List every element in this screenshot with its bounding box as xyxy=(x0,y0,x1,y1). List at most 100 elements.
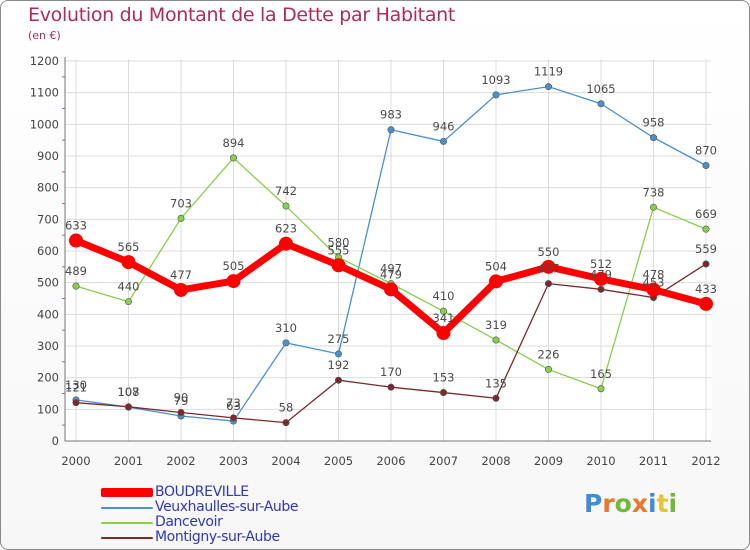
data-label: 121 xyxy=(65,381,87,395)
data-label: 633 xyxy=(65,219,87,233)
data-label: 63 xyxy=(226,399,241,413)
data-label: 433 xyxy=(695,282,717,296)
data-point xyxy=(597,100,605,108)
data-label: 90 xyxy=(174,391,189,405)
data-point xyxy=(646,282,661,297)
data-label: 623 xyxy=(275,222,297,236)
data-label: 135 xyxy=(485,376,507,390)
y-tick-label: 1000 xyxy=(30,117,59,131)
data-point xyxy=(387,383,395,391)
x-tick-label: 2004 xyxy=(271,454,300,468)
logo-letter: t xyxy=(656,489,669,518)
legend-swatch xyxy=(101,488,153,497)
y-tick-label: 900 xyxy=(37,149,59,163)
data-label: 1093 xyxy=(481,73,510,87)
data-point xyxy=(436,326,451,341)
logo-letter: P xyxy=(584,489,603,518)
data-label: 555 xyxy=(328,243,350,257)
data-label: 453 xyxy=(643,276,665,290)
data-label: 742 xyxy=(275,184,297,198)
data-point xyxy=(334,350,342,358)
x-tick-label: 2000 xyxy=(61,454,90,468)
y-tick-label: 600 xyxy=(37,244,59,258)
data-label: 738 xyxy=(643,185,665,199)
data-point xyxy=(439,307,447,315)
legend-swatch xyxy=(101,522,153,524)
data-label: 310 xyxy=(275,321,297,335)
data-point xyxy=(174,282,188,297)
data-label: 73 xyxy=(226,396,241,410)
data-label: 505 xyxy=(223,259,245,273)
proxiti-logo: Proxiti xyxy=(584,489,677,518)
logo-letter: i xyxy=(668,489,678,518)
data-label: 192 xyxy=(328,358,350,372)
data-label: 479 xyxy=(380,267,402,281)
data-point xyxy=(125,403,133,411)
y-tick-label: 300 xyxy=(37,339,59,353)
data-label: 550 xyxy=(538,245,560,259)
data-label: 1065 xyxy=(586,82,615,96)
data-point xyxy=(69,233,83,248)
x-tick-label: 2002 xyxy=(166,454,195,468)
x-tick-label: 2005 xyxy=(324,454,353,468)
data-point xyxy=(544,365,552,373)
y-tick-label: 200 xyxy=(37,371,59,385)
data-point xyxy=(177,408,185,416)
data-label: 703 xyxy=(170,196,192,210)
data-label: 497 xyxy=(380,262,402,276)
data-point xyxy=(230,414,238,422)
data-point xyxy=(597,285,605,293)
data-point xyxy=(541,259,556,274)
data-point xyxy=(279,236,293,251)
data-point xyxy=(439,389,447,397)
data-point xyxy=(226,274,241,289)
data-label: 1119 xyxy=(534,65,563,79)
data-label: 497 xyxy=(538,262,560,276)
data-point xyxy=(649,203,657,211)
data-point xyxy=(282,202,290,210)
x-tick-label: 2009 xyxy=(534,454,563,468)
data-label: 894 xyxy=(223,136,245,150)
chart-title: Evolution du Montant de la Dette par Hab… xyxy=(28,4,456,26)
logo-letter: i xyxy=(648,489,657,518)
x-tick-label: 2003 xyxy=(219,454,248,468)
x-tick-label: 2008 xyxy=(481,454,510,468)
legend-label: Veuxhaulles-sur-Aube xyxy=(155,499,299,515)
data-label: 669 xyxy=(695,207,717,221)
logo-letter: o xyxy=(614,489,632,518)
legend-swatch xyxy=(101,507,153,509)
data-point xyxy=(492,91,500,99)
data-label: 165 xyxy=(590,367,612,381)
data-label: 559 xyxy=(695,242,717,256)
data-label: 107 xyxy=(118,385,140,399)
y-tick-label: 1100 xyxy=(30,86,59,100)
data-label: 580 xyxy=(328,235,350,249)
data-label: 958 xyxy=(643,116,665,130)
data-point xyxy=(125,298,133,306)
legend-swatch xyxy=(101,537,153,539)
data-point xyxy=(177,214,185,222)
data-point xyxy=(282,339,290,347)
data-point xyxy=(492,336,500,344)
data-label: 489 xyxy=(65,264,87,278)
data-point xyxy=(387,126,395,134)
x-tick-label: 2011 xyxy=(639,454,668,468)
data-label: 440 xyxy=(118,280,140,294)
y-tick-label: 700 xyxy=(37,212,59,226)
legend-label: Montigny-sur-Aube xyxy=(155,529,280,545)
data-point xyxy=(649,134,657,142)
data-point xyxy=(384,282,398,297)
data-point xyxy=(702,260,710,268)
data-label: 504 xyxy=(485,259,507,273)
data-point xyxy=(702,162,710,170)
data-label: 226 xyxy=(538,347,560,361)
data-point xyxy=(544,83,552,91)
data-point xyxy=(699,296,713,311)
legend-label: BOUDREVILLE xyxy=(155,484,249,500)
data-label: 153 xyxy=(433,371,455,385)
data-point xyxy=(597,385,605,393)
data-label: 58 xyxy=(279,401,294,415)
y-tick-label: 100 xyxy=(37,402,59,416)
